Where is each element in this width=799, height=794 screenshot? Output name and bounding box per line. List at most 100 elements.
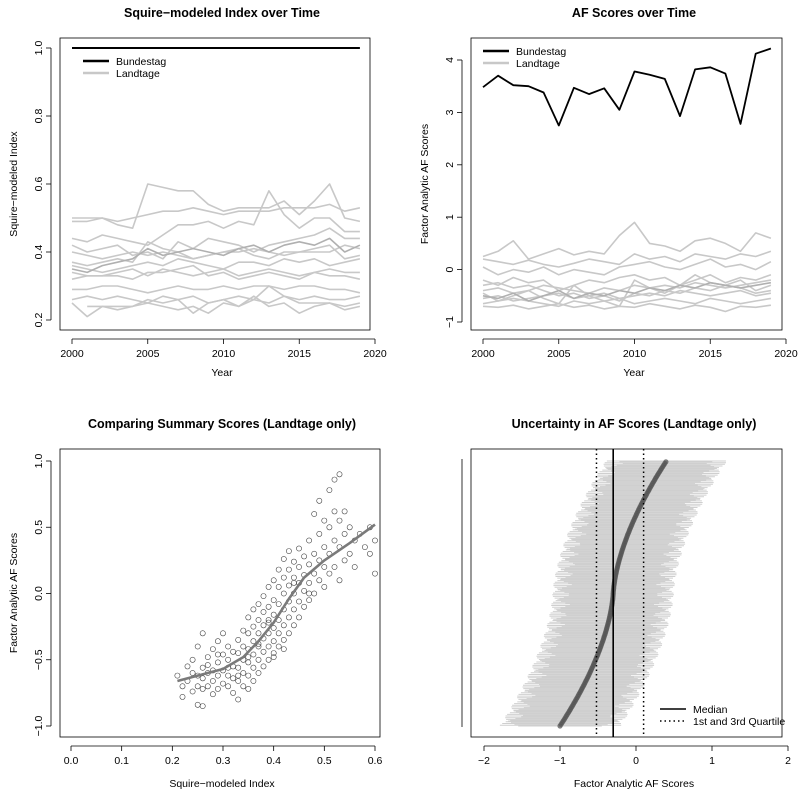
scatter-point [326,487,333,493]
scatter-point [225,643,231,650]
scatter-point [245,686,252,692]
scatter-point [199,664,206,671]
series-line-landtag [482,281,772,302]
scatter-point [265,603,272,610]
x-tick-label: 0.1 [114,755,129,767]
x-tick-label: 2005 [547,348,571,360]
scatter-point [331,476,338,483]
y-tick-label: −1.0 [33,715,45,736]
scatter-point [290,574,297,581]
scatter-point [316,531,323,537]
estimate-point [663,459,669,465]
scatter-point [306,580,312,586]
scatter-point [275,643,282,650]
x-tick-label: 0.3 [216,755,231,767]
scatter-point [270,577,277,584]
scatter-point [255,617,262,623]
scatter-point [265,619,272,626]
scatter-point [255,643,262,650]
plot-frame [59,448,381,738]
scatter-point [235,650,242,656]
x-axis-label: Squire−modeled Index [169,778,275,790]
scatter-point [275,584,282,590]
scatter-point [280,590,287,597]
scatter-point [220,680,226,687]
scatter-point [235,664,242,671]
fit-line [177,523,376,683]
scatter-point [245,659,252,666]
scatter-point [280,646,287,652]
series-line-landtag [482,221,772,260]
scatter-point [225,656,231,663]
scatter-point [270,597,277,603]
scatter-point [270,654,277,660]
panel-comparing-scores: Comparing Summary Scores (Landtage only)… [8,417,382,790]
scatter-point [285,548,292,554]
scatter-point [189,656,196,663]
scatter-point [306,597,312,603]
scatter-point [321,544,328,550]
scatter-point [341,531,348,537]
y-tick-label: 0.0 [33,586,45,601]
y-tick-label: 0.2 [33,313,45,328]
scatter-point [189,688,196,695]
scatter-point [230,648,236,655]
series-line-landtag [87,285,361,315]
scatter-point [184,663,191,670]
scatter-point [225,683,231,690]
scatter-point [285,614,292,621]
scatter-point [214,638,221,645]
scatter-point [341,557,348,564]
scatter-point [306,561,312,568]
scatter-point [214,651,221,658]
scatter-point [199,630,206,637]
series-line-landtag [482,279,772,295]
y-tick-label: 1.0 [33,41,45,56]
scatter-point [296,564,302,570]
scatter-point [214,672,221,679]
scatter-point [275,601,282,607]
scatter-point [214,659,221,666]
scatter-point [225,672,231,679]
series-line-landtag [482,302,772,313]
x-axis-label: Year [211,367,233,379]
x-axis-label: Factor Analytic AF Scores [574,778,694,790]
scatter-point [235,672,242,679]
x-tick-label: 2020 [363,348,387,360]
scatter-point [240,627,247,634]
x-tick-label: 2020 [774,348,798,360]
scatter-point [250,651,257,658]
scatter-point [270,638,277,645]
y-tick-label: 0.8 [33,109,45,124]
x-tick-label: 0.0 [64,755,79,767]
scatter-point [240,670,247,676]
scatter-point [316,577,323,584]
scatter-point [326,524,333,531]
scatter-point [199,675,206,682]
scatter-point [245,614,252,621]
scatter-point [240,683,247,690]
series-line-landtag [482,273,772,292]
legend-background [655,700,781,728]
scatter-point [331,537,338,544]
scatter-point [296,614,302,621]
x-tick-label: 1 [709,755,715,767]
x-tick-label: 2010 [623,348,647,360]
series-line-landtag [482,258,772,276]
scatter-point [204,662,211,668]
x-tick-label: 2015 [288,348,312,360]
scatter-point [265,584,272,590]
y-tick-label: 0.5 [33,520,45,535]
scatter-point [346,550,353,557]
series-line-landtag [72,203,361,223]
scatter-point [290,580,297,586]
scatter-point [250,664,257,671]
scatter-point [306,590,312,597]
y-tick-label: −0.5 [33,649,45,670]
scatter-point [290,622,297,629]
scatter-point [285,582,292,589]
scatter-point [220,651,226,658]
y-tick-label: 0.6 [33,177,45,192]
